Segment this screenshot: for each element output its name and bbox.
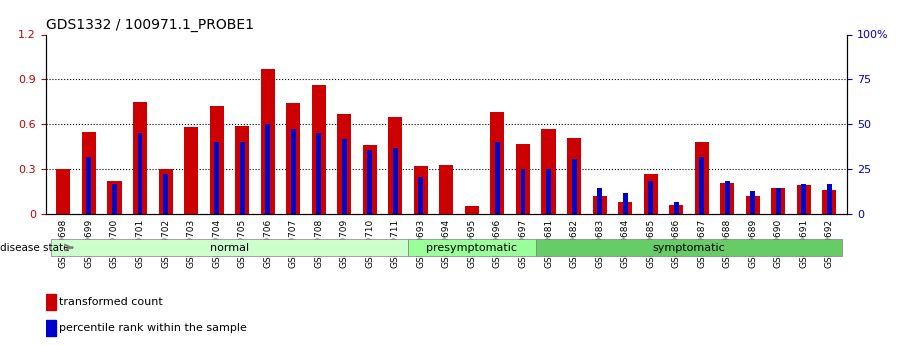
- Bar: [823, 190, 836, 214]
- Bar: [618, 202, 632, 214]
- Bar: [261, 69, 275, 214]
- Bar: [700, 157, 704, 214]
- Bar: [567, 138, 581, 214]
- Bar: [546, 169, 551, 214]
- FancyBboxPatch shape: [51, 239, 408, 256]
- Bar: [367, 150, 373, 214]
- Bar: [291, 129, 296, 214]
- Bar: [240, 142, 244, 214]
- Bar: [342, 139, 347, 214]
- Bar: [516, 144, 530, 214]
- Text: percentile rank within the sample: percentile rank within the sample: [59, 323, 247, 333]
- Bar: [418, 177, 424, 214]
- Bar: [138, 133, 142, 214]
- Bar: [670, 205, 683, 214]
- Bar: [465, 206, 479, 214]
- Text: symptomatic: symptomatic: [652, 243, 725, 253]
- Bar: [592, 196, 607, 214]
- Bar: [235, 126, 250, 214]
- Bar: [265, 124, 271, 214]
- Bar: [721, 183, 734, 214]
- Text: transformed count: transformed count: [59, 297, 163, 307]
- Bar: [597, 188, 602, 214]
- Bar: [772, 188, 785, 214]
- Bar: [649, 181, 653, 214]
- Bar: [286, 103, 301, 214]
- Text: disease state: disease state: [0, 243, 69, 253]
- Bar: [46, 294, 56, 310]
- Bar: [439, 165, 454, 214]
- Bar: [133, 102, 147, 214]
- Bar: [163, 174, 168, 214]
- Bar: [622, 193, 628, 214]
- Bar: [520, 169, 526, 214]
- Bar: [363, 145, 377, 214]
- Text: presymptomatic: presymptomatic: [426, 243, 517, 253]
- Bar: [214, 142, 219, 214]
- Bar: [312, 85, 326, 214]
- Bar: [414, 166, 428, 214]
- Bar: [388, 117, 403, 214]
- Bar: [56, 169, 70, 214]
- Text: normal: normal: [210, 243, 249, 253]
- Bar: [159, 169, 172, 214]
- Bar: [495, 142, 500, 214]
- Bar: [210, 106, 223, 214]
- Bar: [751, 191, 755, 214]
- Bar: [184, 127, 198, 214]
- Bar: [827, 184, 832, 214]
- Bar: [316, 133, 322, 214]
- Bar: [337, 114, 352, 214]
- Bar: [802, 184, 806, 214]
- Bar: [746, 196, 760, 214]
- Bar: [797, 186, 811, 214]
- Text: GDS1332 / 100971.1_PROBE1: GDS1332 / 100971.1_PROBE1: [46, 18, 253, 32]
- Bar: [541, 129, 556, 214]
- Bar: [112, 184, 117, 214]
- Bar: [490, 112, 505, 214]
- Bar: [107, 181, 121, 214]
- Bar: [725, 181, 730, 214]
- Bar: [46, 320, 56, 335]
- Bar: [393, 148, 398, 214]
- Bar: [87, 157, 91, 214]
- Bar: [643, 174, 658, 214]
- Bar: [571, 159, 577, 214]
- Bar: [674, 202, 679, 214]
- Bar: [82, 132, 96, 214]
- FancyBboxPatch shape: [536, 239, 842, 256]
- Bar: [695, 142, 709, 214]
- Bar: [776, 188, 781, 214]
- FancyBboxPatch shape: [408, 239, 536, 256]
